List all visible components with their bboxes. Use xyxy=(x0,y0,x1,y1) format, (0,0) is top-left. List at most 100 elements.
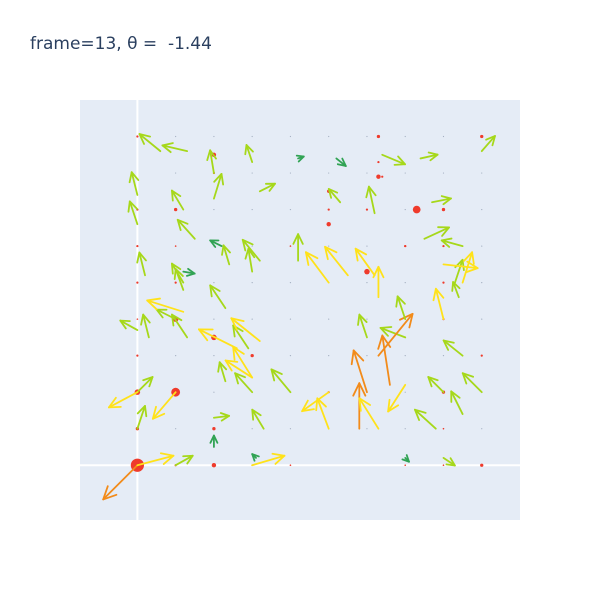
arrow-shaft xyxy=(258,182,276,193)
quiver-arrow xyxy=(324,245,349,277)
grid-dot xyxy=(175,428,177,430)
arrow-head xyxy=(251,453,260,462)
data-point xyxy=(326,221,331,227)
arrow-shaft xyxy=(142,313,150,339)
arrow-head xyxy=(209,239,220,248)
grid-dot xyxy=(328,245,330,247)
arrow-head xyxy=(251,408,262,421)
arrow-head xyxy=(365,185,377,199)
quiver-arrow xyxy=(379,326,407,339)
arrow-shaft xyxy=(176,218,196,240)
quiver-arrow xyxy=(174,454,194,467)
quiver-arrow xyxy=(140,313,151,339)
quiver-arrow xyxy=(292,233,304,262)
grid-dot xyxy=(251,318,253,320)
grid-dot xyxy=(328,172,330,174)
grid-dot xyxy=(251,208,253,211)
quiver-arrow xyxy=(213,412,231,422)
arrow-head xyxy=(176,218,189,231)
arrow-head xyxy=(142,376,154,388)
arrow-head xyxy=(427,151,439,162)
grid-dot xyxy=(442,135,445,138)
arrow-shaft xyxy=(304,251,330,284)
arrow-head xyxy=(350,349,365,366)
data-point xyxy=(289,464,292,467)
quiver-arrow xyxy=(136,404,148,430)
data-point xyxy=(327,208,330,211)
data-point xyxy=(480,354,483,357)
quiver-arrow xyxy=(151,391,177,420)
arrow-shaft xyxy=(461,251,474,284)
arrow-head xyxy=(146,297,161,311)
data-point xyxy=(136,135,139,138)
grid-dot xyxy=(481,172,483,174)
quiver-arrow xyxy=(451,281,461,299)
arrow-shaft xyxy=(245,144,254,163)
arrow-shaft xyxy=(270,368,292,394)
grid-dot xyxy=(251,282,253,284)
quiver-arrow xyxy=(315,397,330,430)
arrow-head xyxy=(270,368,283,382)
quiver-arrow xyxy=(442,457,456,467)
arrow-head xyxy=(209,284,221,298)
quiver-arrow xyxy=(431,195,452,206)
grid-dot xyxy=(366,318,368,320)
arrow-head xyxy=(107,396,122,409)
quiver-arrow xyxy=(432,287,445,321)
quiver-arrow xyxy=(234,372,254,394)
arrow-shaft xyxy=(218,361,227,383)
arrow-head xyxy=(159,452,175,465)
grid-dot xyxy=(213,355,215,357)
grid-dot xyxy=(481,245,483,247)
grid-dot xyxy=(366,245,368,247)
quiver-arrow xyxy=(197,328,238,350)
quiver-arrow xyxy=(387,383,407,413)
quiver-arrow xyxy=(427,376,445,394)
arrow-shaft xyxy=(450,390,464,415)
grid-dot xyxy=(442,172,445,174)
arrow-head xyxy=(182,454,194,465)
arrow-head xyxy=(209,434,219,444)
plot-area xyxy=(80,100,520,520)
arrow-head xyxy=(244,144,254,156)
quiver-arrow xyxy=(423,226,450,240)
arrow-shaft xyxy=(234,372,254,394)
quiver-arrow xyxy=(258,182,276,193)
grid-dot xyxy=(251,135,253,138)
quiver-arrow xyxy=(414,408,437,430)
arrow-shaft xyxy=(128,200,139,226)
arrow-shaft xyxy=(241,238,261,262)
arrow-shaft xyxy=(358,397,380,430)
arrow-shaft xyxy=(209,149,215,174)
arrow-shaft xyxy=(381,334,391,386)
arrow-head xyxy=(461,372,474,385)
arrow-head xyxy=(127,200,138,213)
grid-dot xyxy=(175,355,177,357)
quiver-arrow xyxy=(136,251,147,277)
data-point xyxy=(442,427,445,430)
arrow-shaft xyxy=(454,258,464,284)
arrow-head xyxy=(358,397,371,412)
quiver-arrow xyxy=(176,218,196,240)
arrow-head xyxy=(217,361,228,373)
quiver-arrow xyxy=(350,349,368,394)
arrow-shaft xyxy=(197,328,238,350)
quiver-arrow xyxy=(480,135,496,153)
arrow-shaft xyxy=(419,153,439,160)
arrow-shaft xyxy=(379,326,407,339)
grid-dot xyxy=(328,355,330,357)
quiver-arrow xyxy=(352,382,367,430)
data-point xyxy=(289,245,292,247)
arrow-shaft xyxy=(442,339,464,357)
arrow-shaft xyxy=(119,319,139,331)
data-point xyxy=(441,207,446,212)
arrow-head xyxy=(445,457,456,467)
quiver-arrow xyxy=(206,149,217,174)
arrow-head xyxy=(465,260,479,274)
arrow-head xyxy=(304,251,319,266)
arrow-head xyxy=(387,398,400,413)
arrow-shaft xyxy=(171,189,185,211)
quiver-arrow xyxy=(209,284,227,310)
quiver-arrow xyxy=(224,359,254,379)
arrow-shaft xyxy=(461,372,483,394)
